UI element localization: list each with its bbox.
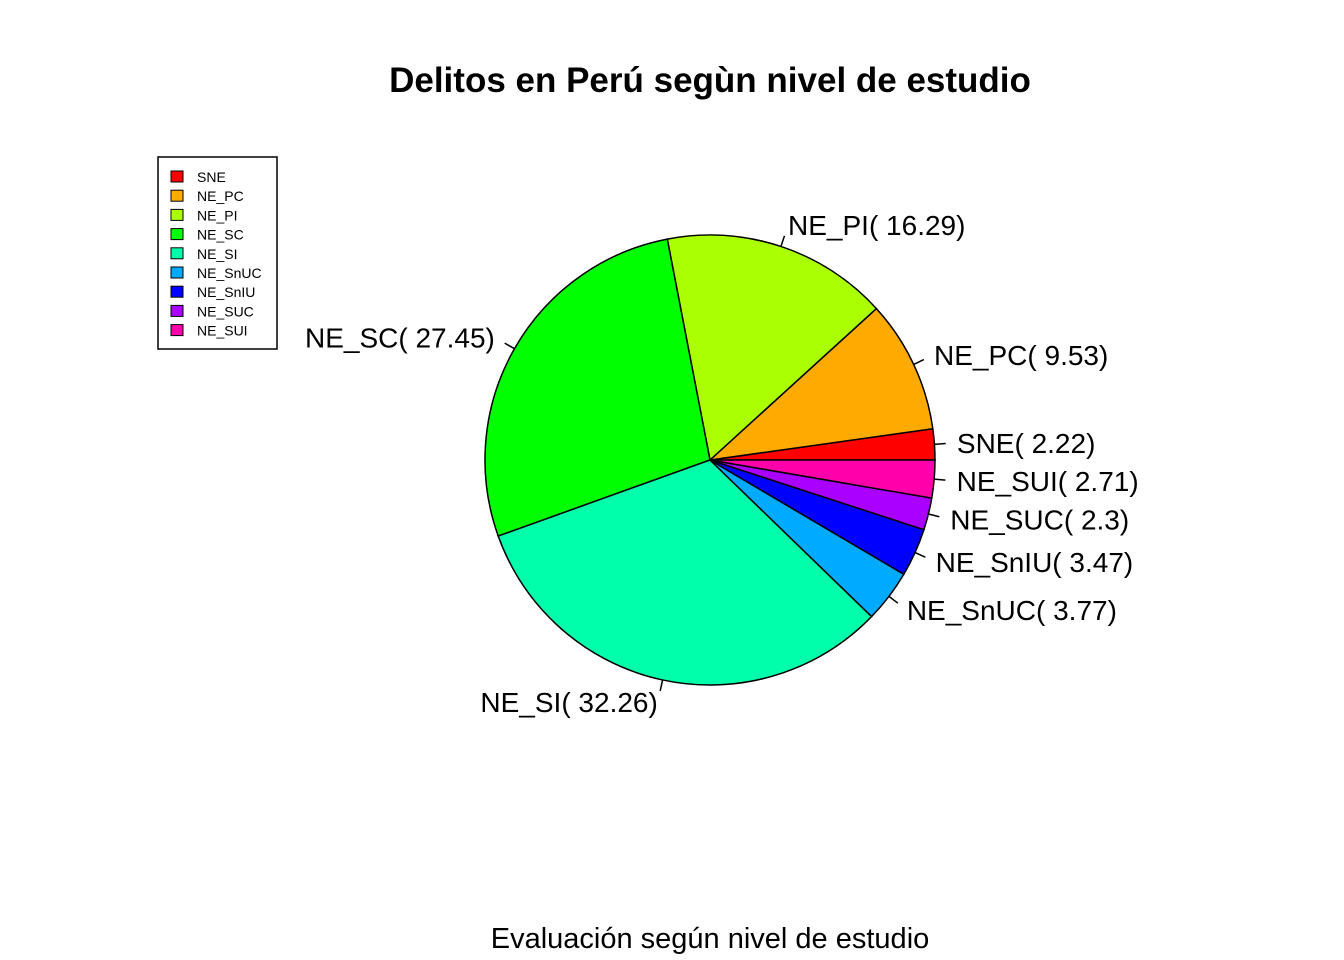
slice-label-ne-sniu: NE_SnIU( 3.47) xyxy=(936,547,1134,578)
slice-label-ne-sui: NE_SUI( 2.71) xyxy=(957,466,1139,497)
leader-line-ne-si xyxy=(659,679,664,692)
pie-slice-ne-si xyxy=(497,459,873,686)
slice-label-ne-pc: NE_PC( 9.53) xyxy=(934,340,1108,371)
legend-swatch-ne-si xyxy=(170,247,184,260)
leader-line-ne-sc xyxy=(504,342,515,350)
legend-label-ne-sui: NE_SUI xyxy=(197,323,248,339)
slice-label-ne-snuc: NE_SnUC( 3.77) xyxy=(907,595,1117,626)
pie-slices xyxy=(484,234,936,686)
slice-label-sne: SNE( 2.22) xyxy=(957,428,1096,459)
pie-slice-ne-pc xyxy=(707,307,934,462)
legend-label-ne-snuc: NE_SnUC xyxy=(197,265,262,281)
leader-line-ne-sui xyxy=(934,478,946,481)
pie-labels: SNE( 2.22) NE_PC( 9.53) NE_PI( 16.29) NE_SC… xyxy=(305,210,1139,718)
leader-line-ne-snuc xyxy=(888,595,899,604)
legend-label-ne-si: NE_SI xyxy=(197,246,237,262)
legend-swatch-ne-sui xyxy=(170,324,184,337)
legend-swatch-ne-pi xyxy=(170,208,184,221)
pie-slice-ne-sui xyxy=(709,459,936,499)
chart-title: Delitos en Perú segùn nivel de estudio xyxy=(389,61,1031,100)
slice-label-ne-sc: NE_SC( 27.45) xyxy=(305,323,495,354)
legend-swatch-ne-pc xyxy=(170,189,184,202)
leader-line-ne-suc xyxy=(928,513,940,518)
legend-label-ne-pi: NE_PI xyxy=(197,207,237,223)
legend-label-ne-suc: NE_SUC xyxy=(197,303,254,319)
leader-line-ne-pc xyxy=(913,358,925,366)
leader-line-sne xyxy=(934,442,946,446)
legend: SNE NE_PC NE_PI NE_SC NE_SI NE_SnUC NE_SnIU NE_… xyxy=(157,156,278,350)
legend-label-ne-sc: NE_SC xyxy=(197,227,244,243)
slice-label-ne-suc: NE_SUC( 2.3) xyxy=(950,504,1129,535)
slice-label-ne-si: NE_SI( 32.26) xyxy=(480,687,657,718)
legend-swatch-sne xyxy=(170,170,184,183)
legend-label-ne-sniu: NE_SnIU xyxy=(197,284,255,300)
pie-slice-ne-pi xyxy=(666,234,878,462)
leader-line-ne-sniu xyxy=(914,551,926,558)
legend-label-sne: SNE xyxy=(197,169,226,185)
chart-subtitle: Evaluación según nivel de estudio xyxy=(491,923,930,955)
slice-label-ne-pi: NE_PI( 16.29) xyxy=(788,210,965,241)
legend-swatch-ne-snuc xyxy=(170,266,184,279)
legend-swatch-ne-suc xyxy=(170,304,184,317)
leader-line-ne-pi xyxy=(780,235,786,247)
legend-label-ne-pc: NE_PC xyxy=(197,188,244,204)
pie-leader-lines xyxy=(504,235,946,692)
legend-swatch-ne-sniu xyxy=(170,285,184,298)
legend-swatch-ne-sc xyxy=(170,228,184,241)
